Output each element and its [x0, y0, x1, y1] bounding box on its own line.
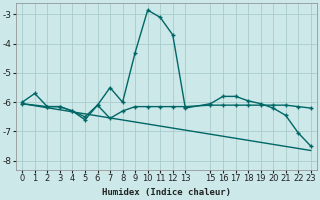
X-axis label: Humidex (Indice chaleur): Humidex (Indice chaleur)	[102, 188, 231, 197]
